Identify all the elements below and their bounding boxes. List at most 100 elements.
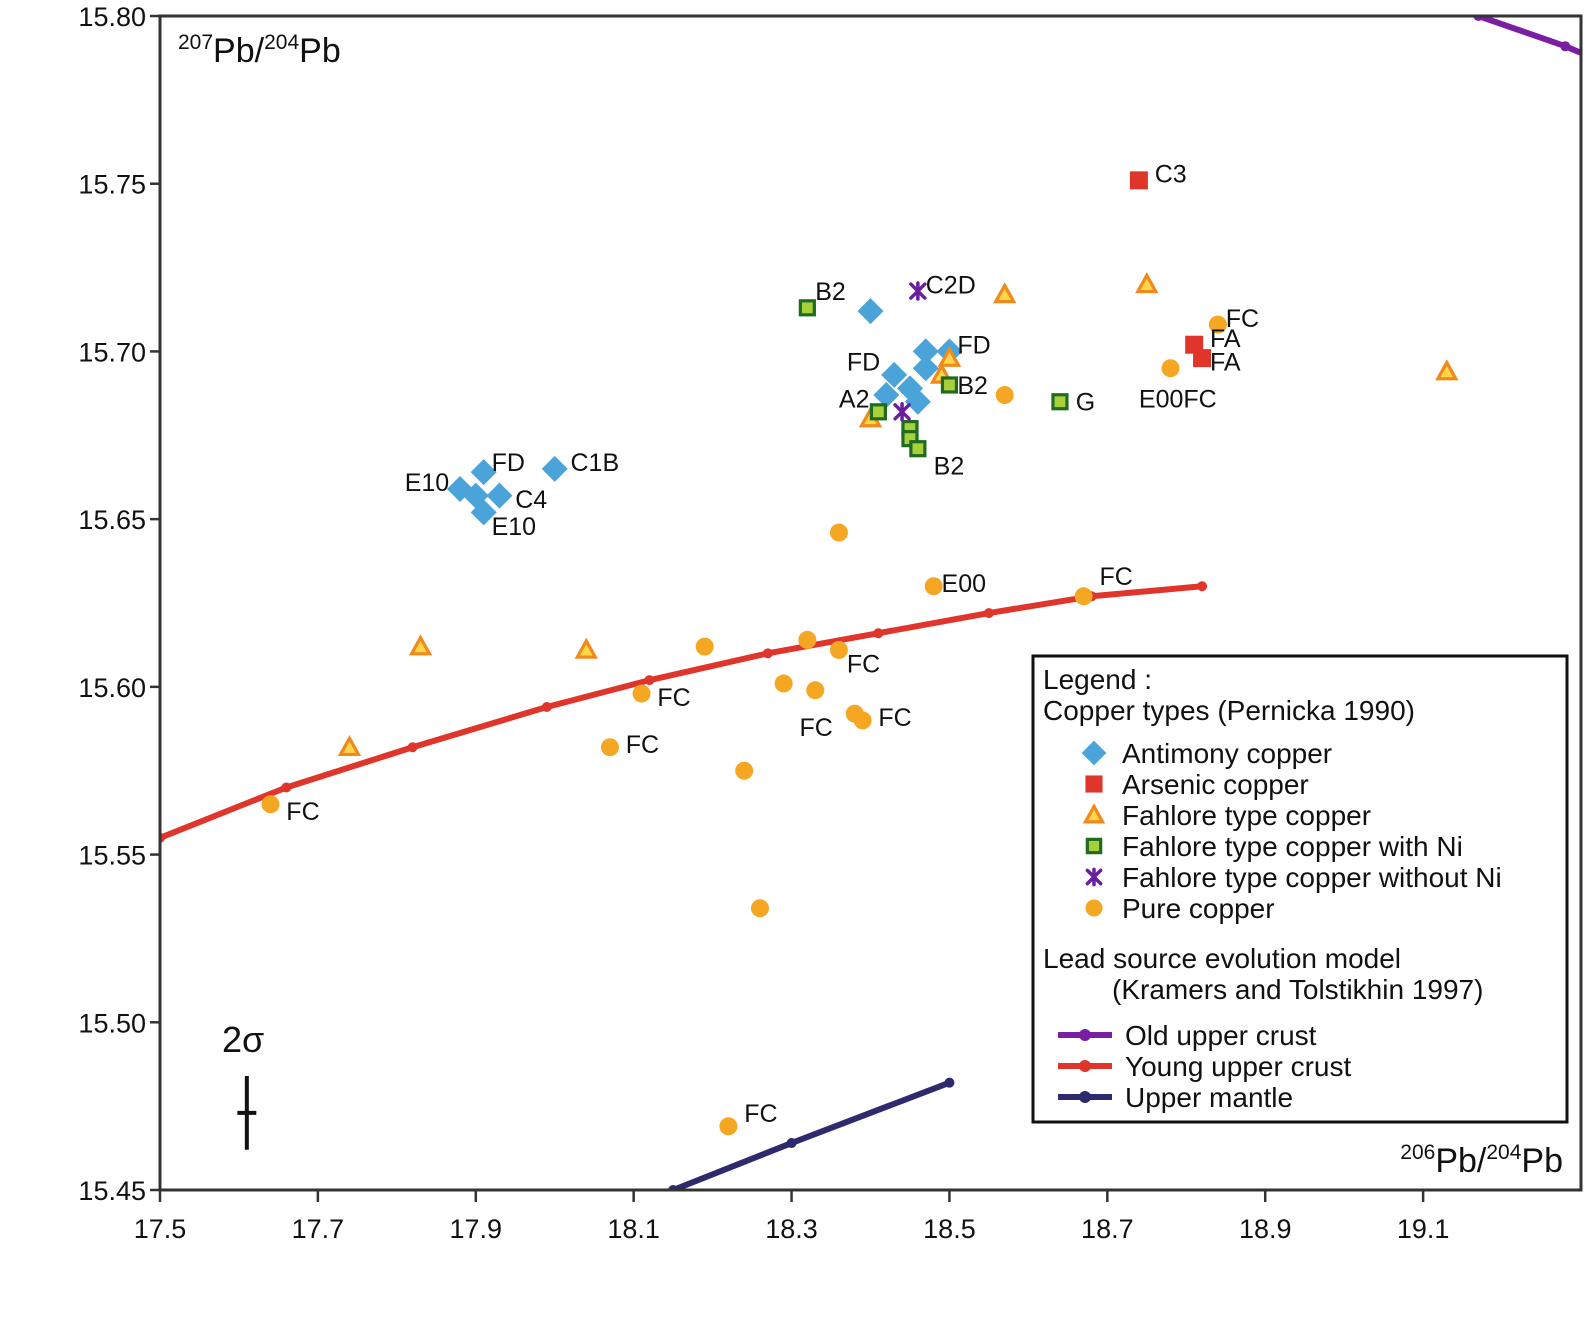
two-sigma-label: 2σ (222, 1019, 264, 1060)
x-tick-label-4: 18.3 (765, 1214, 818, 1244)
legend-marker-5 (1085, 899, 1103, 917)
model-curve-1-node-9 (1197, 581, 1208, 592)
series-5-point-11 (806, 681, 825, 700)
series-3-point-0 (798, 299, 816, 317)
series-2-point-2 (1435, 359, 1459, 381)
annotation-18: E00 (942, 570, 986, 598)
annotation-12: B2 (934, 452, 965, 480)
annotation-13: FD (492, 449, 525, 477)
annotation-4: FD (957, 332, 990, 360)
series-5-point-7 (798, 630, 817, 649)
series-1-point-0 (1129, 171, 1148, 190)
model-curve-1-node-2 (407, 742, 418, 753)
series-2-point-0 (992, 282, 1017, 304)
series-0-point-6 (857, 298, 884, 325)
series-1-point-2 (1193, 349, 1212, 368)
x-tick-label-0: 17.5 (134, 1214, 187, 1244)
y-axis-title: 207Pb/204Pb (178, 31, 341, 70)
model-curve-2-node-1 (786, 1138, 797, 1149)
legend-model-node-1 (1079, 1060, 1091, 1072)
legend-model-label-2: Upper mantle (1125, 1082, 1293, 1113)
y-tick-label-1: 15.75 (78, 170, 146, 200)
annotation-16: C4 (515, 486, 547, 514)
legend-label-5: Pure copper (1122, 893, 1275, 924)
legend-marker-1 (1085, 775, 1103, 793)
x-tick-label-2: 17.9 (449, 1214, 502, 1244)
model-curve-0-node-2 (1584, 51, 1589, 61)
x-tick-label-8: 19.1 (1397, 1214, 1450, 1244)
series-5-point-8 (829, 640, 848, 659)
y-tick-label-5: 15.55 (78, 841, 146, 871)
model-curve-1-node-1 (281, 782, 292, 793)
y-axis-ticks: 15.80 15.75 15.70 15.65 15.60 15.55 15.50 15.45 (78, 2, 160, 1206)
annotation-20: FC (847, 650, 880, 678)
series-3-point-6 (909, 440, 927, 458)
legend-label-3: Fahlore type copper with Ni (1122, 831, 1463, 862)
series-0-point-13 (904, 388, 931, 415)
series-5-point-4 (924, 577, 943, 596)
x-axis-title-base1: Pb/ (1435, 1142, 1487, 1180)
x-tick-label-1: 17.7 (292, 1214, 345, 1244)
y-tick-label-7: 15.45 (78, 1176, 146, 1206)
annotation-6: FA (1210, 348, 1241, 376)
legend-model-label-1: Young upper crust (1125, 1051, 1351, 1082)
series-5-point-10 (774, 674, 793, 693)
model-curve-1-node-3 (541, 701, 552, 712)
series-4-point-0 (909, 281, 927, 301)
legend-marker-0 (1081, 740, 1107, 766)
series-0-point-4 (470, 499, 497, 526)
legend-label-0: Antimony copper (1122, 738, 1332, 769)
x-axis-ticks: 17.5 17.7 17.9 18.1 18.3 18.5 18.7 18.9 19.1 (134, 1190, 1450, 1244)
plot-frame (158, 14, 1583, 1192)
y-tick-label-2: 15.70 (78, 337, 146, 367)
series-5-point-17 (750, 899, 769, 918)
series-2-point-8 (337, 734, 362, 757)
series-5-point-18 (719, 1117, 738, 1136)
series-5-point-16 (261, 795, 280, 814)
annotation-22: FC (878, 704, 911, 732)
x-tick-label-6: 18.7 (1081, 1214, 1134, 1244)
legend-subtitle: Copper types (Pernicka 1990) (1043, 695, 1415, 726)
annotation-23: FC (799, 714, 832, 742)
two-sigma-error-bar (237, 1075, 257, 1150)
annotation-14: C1B (571, 449, 620, 477)
series-2-point-1 (1135, 272, 1159, 294)
x-axis-title: 206Pb/204Pb (1400, 1141, 1563, 1180)
series-5-point-1 (1161, 359, 1180, 378)
series-0-point-9 (912, 355, 939, 382)
series-0-point-5 (541, 455, 568, 482)
model-curve-1-node-7 (983, 608, 994, 619)
series-5-point-14 (600, 738, 619, 757)
series-5-point-6 (695, 637, 714, 656)
series-3-point-1 (940, 376, 959, 394)
x-tick-label-5: 18.5 (923, 1214, 976, 1244)
legend-title: Legend : (1043, 664, 1152, 695)
series-5-point-2 (995, 386, 1014, 405)
x-axis-title-sup2: 204 (1486, 1141, 1521, 1164)
series-0-point-0 (470, 459, 497, 486)
series-2-point-7 (574, 637, 599, 659)
y-axis-title-base2: Pb (299, 32, 341, 70)
y-tick-label-6: 15.50 (78, 1008, 146, 1038)
y-axis-title-sup2: 204 (264, 31, 299, 54)
series-0-point-3 (486, 482, 513, 509)
annotation-19: FC (1099, 563, 1132, 591)
x-tick-label-7: 18.9 (1239, 1214, 1292, 1244)
annotation-9: E00FC (1139, 385, 1217, 413)
legend-model-label-0: Old upper crust (1125, 1020, 1317, 1051)
series-5-point-3 (829, 523, 848, 542)
annotation-10: A2 (839, 385, 870, 413)
legend: Legend : Copper types (Pernicka 1990) An… (1031, 654, 1569, 1124)
annotation-15: E10 (405, 469, 449, 497)
series-0-point-7 (912, 338, 939, 365)
x-tick-label-3: 18.1 (607, 1214, 660, 1244)
annotation-11: G (1076, 389, 1095, 417)
legend-label-4: Fahlore type copper without Ni (1122, 862, 1502, 893)
legend-model-node-2 (1079, 1091, 1091, 1103)
legend-model-ref: (Kramers and Tolstikhin 1997) (1112, 974, 1483, 1005)
x-axis-title-sup1: 206 (1400, 1141, 1435, 1164)
y-tick-label-3: 15.65 (78, 505, 146, 535)
